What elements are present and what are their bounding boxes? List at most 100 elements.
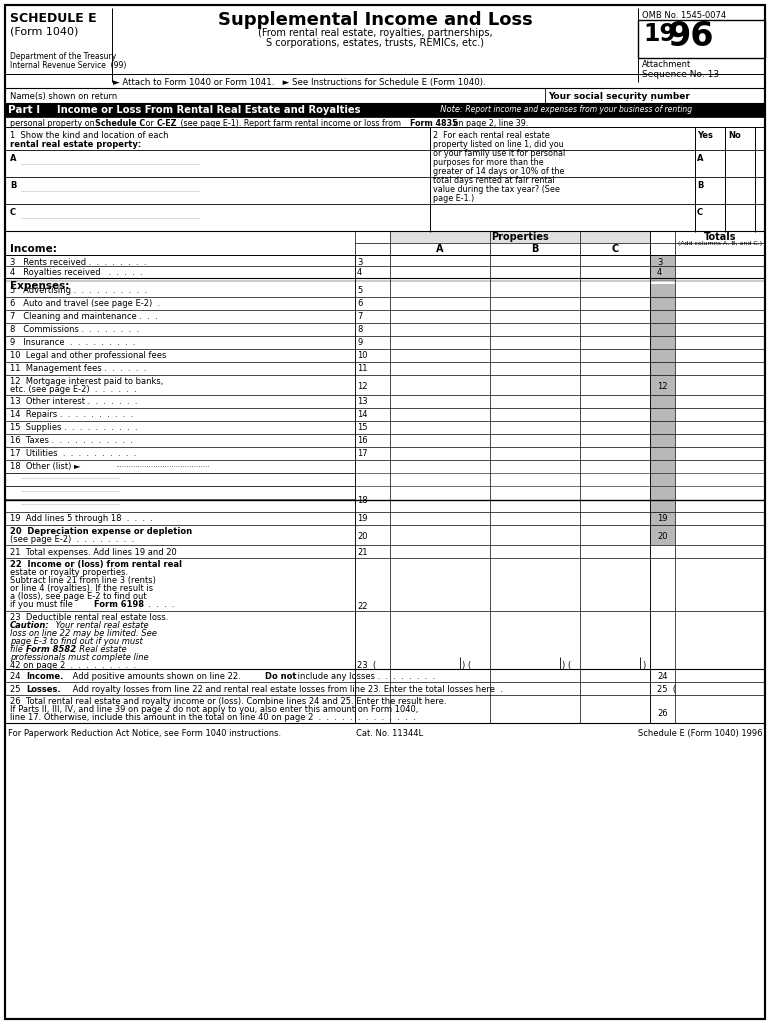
Text: 22: 22 — [357, 602, 367, 611]
Text: ................................................................................: ........................................… — [20, 188, 200, 193]
Text: For Paperwork Reduction Act Notice, see Form 1040 instructions.: For Paperwork Reduction Act Notice, see … — [8, 729, 281, 738]
Text: total days rented at fair rental: total days rented at fair rental — [433, 176, 554, 185]
Text: B: B — [10, 181, 16, 190]
Text: :: : — [600, 97, 604, 106]
Text: Part I: Part I — [8, 105, 40, 115]
Text: line 17. Otherwise, include this amount in the total on line 40 on page 2  .  . : line 17. Otherwise, include this amount … — [10, 713, 416, 722]
Text: Your social security number: Your social security number — [548, 92, 690, 101]
Text: 19: 19 — [357, 514, 367, 523]
Text: 5: 5 — [357, 286, 362, 295]
Bar — [638, 20, 765, 58]
Text: Report income and expenses from your business of renting: Report income and expenses from your bus… — [458, 105, 698, 114]
Text: 21: 21 — [357, 548, 367, 557]
Text: 14: 14 — [357, 410, 367, 419]
Text: 15  Supplies .  .  .  .  .  .  .  .  .  .: 15 Supplies . . . . . . . . . . — [10, 423, 138, 432]
Text: 19: 19 — [643, 22, 676, 46]
Text: B: B — [697, 181, 703, 190]
Text: 11  Management fees .  .  .  .  .  .: 11 Management fees . . . . . . — [10, 364, 146, 373]
Text: 15: 15 — [357, 423, 367, 432]
Text: 24: 24 — [657, 672, 668, 681]
Text: or: or — [143, 119, 156, 128]
Bar — [650, 255, 675, 281]
Text: Cat. No. 11344L: Cat. No. 11344L — [357, 729, 424, 738]
Text: Form 4835: Form 4835 — [410, 119, 457, 128]
Text: 22  Income or (loss) from rental real: 22 Income or (loss) from rental real — [10, 560, 182, 569]
Text: SCHEDULE E: SCHEDULE E — [10, 12, 96, 25]
Text: 8: 8 — [357, 325, 363, 334]
Text: Form 8582: Form 8582 — [26, 645, 76, 654]
Text: 42 on page 2  .  .  .  .  .  .  .  .  .: 42 on page 2 . . . . . . . . . — [10, 662, 136, 670]
Text: ) (: ) ( — [462, 662, 471, 670]
Text: 4: 4 — [657, 268, 662, 278]
Text: Losses.: Losses. — [26, 685, 61, 694]
Bar — [650, 395, 675, 460]
Text: Schedule E (Form 1040) 1996: Schedule E (Form 1040) 1996 — [638, 729, 762, 738]
Text: 10: 10 — [357, 351, 367, 360]
Text: 21  Total expenses. Add lines 19 and 20: 21 Total expenses. Add lines 19 and 20 — [10, 548, 177, 557]
Text: ................................................................................: ........................................… — [20, 215, 200, 220]
Text: ................................................................................: ........................................… — [20, 161, 200, 166]
Text: page E-1.): page E-1.) — [433, 194, 474, 203]
Text: Yes: Yes — [697, 131, 713, 140]
Text: Report income and expenses from your business of renting: Report income and expenses from your bus… — [463, 105, 692, 114]
Text: Add positive amounts shown on line 22.: Add positive amounts shown on line 22. — [70, 672, 243, 681]
Text: (see page E-1). Report farm rental income or loss from: (see page E-1). Report farm rental incom… — [178, 119, 403, 128]
Text: Part I: Part I — [8, 105, 40, 115]
Text: Attachment: Attachment — [642, 60, 691, 69]
Bar — [650, 460, 675, 512]
Text: 14  Repairs .  .  .  .  .  .  .  .  .  .: 14 Repairs . . . . . . . . . . — [10, 410, 133, 419]
Text: C-EZ: C-EZ — [157, 119, 178, 128]
Text: 24: 24 — [10, 672, 25, 681]
Text: Your rental real estate: Your rental real estate — [53, 621, 149, 630]
Text: greater of 14 days or 10% of the: greater of 14 days or 10% of the — [433, 167, 564, 176]
Text: Internal Revenue Service  (99): Internal Revenue Service (99) — [10, 61, 126, 70]
Text: loss on line 22 may be limited. See: loss on line 22 may be limited. See — [10, 629, 157, 638]
Text: or line 4 (royalties). If the result is: or line 4 (royalties). If the result is — [10, 584, 153, 593]
Text: Properties: Properties — [491, 232, 549, 242]
Text: page E-3 to find out if you must: page E-3 to find out if you must — [10, 637, 142, 646]
Text: ..................................................: ........................................… — [20, 488, 120, 493]
Text: Schedule C: Schedule C — [95, 119, 146, 128]
Text: 20  Depreciation expense or depletion: 20 Depreciation expense or depletion — [10, 527, 192, 536]
Text: include any losses .  .  .  .  .  .  .  .: include any losses . . . . . . . . — [295, 672, 435, 681]
Text: 10  Legal and other professional fees: 10 Legal and other professional fees — [10, 351, 166, 360]
Text: 96: 96 — [667, 20, 714, 53]
Text: 26  Total rental real estate and royalty income or (loss). Combine lines 24 and : 26 Total rental real estate and royalty … — [10, 697, 447, 706]
Text: 18  Other (list) ►: 18 Other (list) ► — [10, 462, 81, 471]
Text: 7: 7 — [357, 312, 363, 321]
Text: etc. (see page E-2)  .  .  .  .  .  .: etc. (see page E-2) . . . . . . — [10, 385, 137, 394]
Text: (Form 1040): (Form 1040) — [10, 26, 79, 36]
Text: 3   Rents received .  .  .  .  .  .  .  .: 3 Rents received . . . . . . . . — [10, 258, 146, 267]
Text: B: B — [531, 244, 539, 254]
Text: Supplemental Income and Loss: Supplemental Income and Loss — [218, 11, 532, 29]
Text: Department of the Treasury: Department of the Treasury — [10, 52, 116, 61]
Text: 8   Commissions .  .  .  .  .  .  .  .: 8 Commissions . . . . . . . . — [10, 325, 139, 334]
Text: Name(s) shown on return: Name(s) shown on return — [10, 92, 117, 101]
Text: Caution:: Caution: — [10, 621, 50, 630]
Text: ► Attach to Form 1040 or Form 1041.   ► See Instructions for Schedule E (Form 10: ► Attach to Form 1040 or Form 1041. ► Se… — [113, 78, 486, 87]
Text: 25: 25 — [10, 685, 25, 694]
Text: rental real estate property:: rental real estate property: — [10, 140, 141, 150]
Text: 19  Add lines 5 through 18  .  .  .  .: 19 Add lines 5 through 18 . . . . — [10, 514, 153, 523]
Text: 13: 13 — [357, 397, 367, 406]
Text: estate or royalty properties.: estate or royalty properties. — [10, 568, 128, 577]
Text: 12: 12 — [357, 382, 367, 391]
Text: 9   Insurance  .  .  .  .  .  .  .  .  .: 9 Insurance . . . . . . . . . — [10, 338, 136, 347]
Text: If Parts II, III, IV, and line 39 on page 2 do not apply to you, also enter this: If Parts II, III, IV, and line 39 on pag… — [10, 705, 418, 714]
Text: S corporations, estates, trusts, REMICs, etc.): S corporations, estates, trusts, REMICs,… — [266, 38, 484, 48]
Text: 17: 17 — [357, 449, 367, 458]
Text: purposes for more than the: purposes for more than the — [433, 158, 544, 167]
Text: ..........................................: ........................................… — [115, 462, 209, 468]
Text: A: A — [437, 244, 444, 254]
Text: 23  (: 23 ( — [357, 662, 376, 670]
Text: Expenses:: Expenses: — [10, 281, 69, 291]
Text: 13  Other interest .  .  .  .  .  .  .: 13 Other interest . . . . . . . — [10, 397, 138, 406]
Text: Note:: Note: — [430, 105, 458, 114]
Text: on page 2, line 39.: on page 2, line 39. — [451, 119, 528, 128]
Text: ) (: ) ( — [562, 662, 571, 670]
Bar — [650, 525, 675, 545]
Text: ..................................................: ........................................… — [20, 475, 120, 480]
Text: Note:: Note: — [435, 105, 463, 114]
Text: Do not: Do not — [265, 672, 296, 681]
Bar — [650, 512, 675, 525]
